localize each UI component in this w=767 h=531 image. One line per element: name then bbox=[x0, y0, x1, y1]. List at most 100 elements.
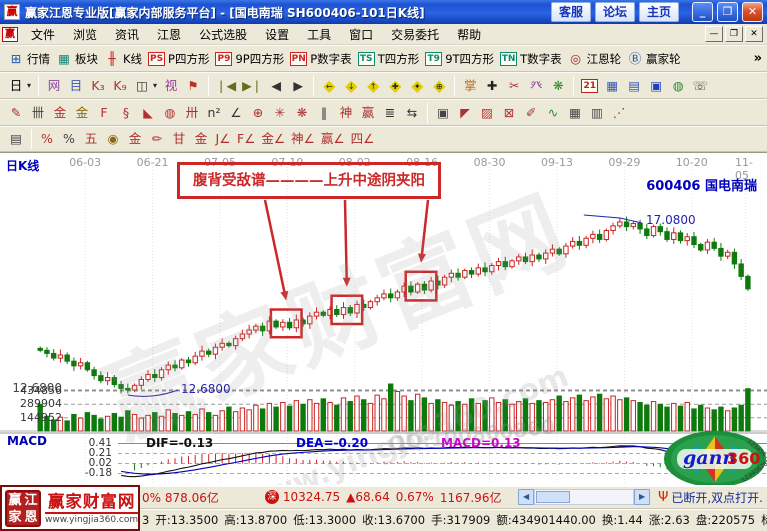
gold-angle-icon[interactable]: 金∠ bbox=[258, 129, 288, 149]
calculator-icon[interactable]: ▦ bbox=[601, 76, 623, 96]
abacus-tool-icon[interactable]: ≣ bbox=[379, 103, 401, 123]
pencil-tool-icon[interactable]: ✐ bbox=[520, 103, 542, 123]
kline[interactable]: ╫ K线 bbox=[101, 49, 145, 69]
mdi-close-button[interactable]: ✕ bbox=[745, 26, 763, 42]
diamond-left-icon[interactable]: ◆ ← bbox=[318, 76, 340, 96]
menu-item-5[interactable]: 设置 bbox=[265, 27, 290, 42]
toolbar-overflow-chevron[interactable]: » bbox=[753, 51, 762, 66]
titlebar-button-kefu[interactable]: 客服 bbox=[550, 2, 591, 22]
legend-panel-icon[interactable]: ▤ bbox=[5, 129, 27, 149]
f-angle-icon[interactable]: F∠ bbox=[234, 129, 258, 149]
site-url[interactable]: www.yingjia360.com bbox=[45, 511, 139, 525]
tick-marks-icon[interactable]: ‖ bbox=[313, 103, 335, 123]
first-icon[interactable]: ❘◀ bbox=[213, 76, 239, 96]
span-arrows-icon[interactable]: ⇆ bbox=[401, 103, 423, 123]
wave-tool-icon[interactable]: ∿ bbox=[542, 103, 564, 123]
9t-square[interactable]: T9 9T四方形 bbox=[422, 49, 497, 69]
scrollbar-track[interactable] bbox=[534, 489, 635, 505]
star-tool-icon[interactable]: ✳ bbox=[269, 103, 291, 123]
angle-tool-icon[interactable]: ∠ bbox=[225, 103, 247, 123]
titlebar-button-zhuye[interactable]: 主页 bbox=[638, 2, 679, 22]
dart-tool-icon[interactable]: ◣ bbox=[137, 103, 159, 123]
spiral-tool-icon[interactable]: § bbox=[115, 103, 137, 123]
n2-tool-icon[interactable]: n² bbox=[203, 103, 225, 123]
shen-angle-icon[interactable]: 神∠ bbox=[288, 129, 318, 149]
leaf-tool-icon[interactable]: ❋ bbox=[547, 76, 569, 96]
web-grid-icon[interactable]: ❋ bbox=[291, 103, 313, 123]
info-doc-icon[interactable]: 目 bbox=[65, 76, 87, 96]
horizontal-scrollbar[interactable]: ◀ ▶ bbox=[518, 489, 651, 505]
comb-grid-icon[interactable]: 卌 bbox=[27, 103, 49, 123]
si-angle-icon[interactable]: 四∠ bbox=[348, 129, 378, 149]
period-day-dropdown[interactable]: 日 ▾ bbox=[5, 76, 34, 96]
diamond-up-icon[interactable]: ◆ ↑ bbox=[362, 76, 384, 96]
menu-item-4[interactable]: 公式选股 bbox=[199, 27, 248, 42]
save-icon[interactable]: ▣ bbox=[645, 76, 667, 96]
hatch-box-icon[interactable]: ▨ bbox=[476, 103, 498, 123]
candle-pen-icon[interactable]: ✏ bbox=[146, 129, 168, 149]
flag-icon[interactable]: ⚑ bbox=[182, 76, 204, 96]
t-square[interactable]: TS T四方形 bbox=[355, 49, 423, 69]
candle-style-icon[interactable]: ◫ ▾ bbox=[131, 76, 160, 96]
next-icon[interactable]: ▶ bbox=[287, 76, 309, 96]
diamond-star-icon[interactable]: ◆ ✦ bbox=[406, 76, 428, 96]
site-logo-box[interactable]: 赢江 家恩 赢家财富网 www.yingjia360.com bbox=[0, 485, 140, 531]
gold-coin-icon[interactable]: ◉ bbox=[102, 129, 124, 149]
p-table[interactable]: PN P数字表 bbox=[287, 49, 354, 69]
menu-item-8[interactable]: 交易委托 bbox=[391, 27, 440, 42]
menu-item-2[interactable]: 资讯 bbox=[115, 27, 140, 42]
net-box-icon[interactable]: ⊠ bbox=[498, 103, 520, 123]
mdi-minimize-button[interactable]: — bbox=[705, 26, 723, 42]
gold-line-icon[interactable]: 金 bbox=[124, 129, 146, 149]
crosshair-tool-icon[interactable]: ✚ bbox=[481, 76, 503, 96]
percent-icon[interactable]: % bbox=[58, 129, 80, 149]
measure-tool-icon[interactable]: 癶 bbox=[525, 76, 547, 96]
brush-tool-icon[interactable]: ✎ bbox=[5, 103, 27, 123]
maximize-button[interactable]: ❐ bbox=[717, 2, 738, 22]
menu-item-9[interactable]: 帮助 bbox=[457, 27, 482, 42]
ying-tool-icon[interactable]: 赢 bbox=[357, 103, 379, 123]
scrollbar-thumb[interactable] bbox=[536, 491, 571, 503]
menu-item-7[interactable]: 窗口 bbox=[349, 27, 374, 42]
scissors-tool-icon[interactable]: ✂ bbox=[503, 76, 525, 96]
last-icon[interactable]: ▶❘ bbox=[239, 76, 265, 96]
ruler-comb-icon[interactable]: 卅 bbox=[181, 103, 203, 123]
diamond-target-icon[interactable]: ◆ ⊕ bbox=[428, 76, 450, 96]
menu-item-1[interactable]: 浏览 bbox=[73, 27, 98, 42]
hand-tool-icon[interactable]: 掌 bbox=[459, 76, 481, 96]
gold-gate2-icon[interactable]: 金 bbox=[71, 103, 93, 123]
scroll-left-button[interactable]: ◀ bbox=[518, 489, 535, 505]
ying-angle-icon[interactable]: 赢∠ bbox=[318, 129, 348, 149]
shen-tool-icon[interactable]: 神 bbox=[335, 103, 357, 123]
k3-chart-icon[interactable]: K₃ bbox=[87, 76, 109, 96]
connection-status-link[interactable]: 已断开,双点打开. bbox=[671, 490, 763, 505]
gann-wheel[interactable]: ◎ 江恩轮 bbox=[565, 49, 625, 69]
pattern-view-icon[interactable]: 视 bbox=[160, 76, 182, 96]
frame-tool-icon[interactable]: ▣ bbox=[432, 103, 454, 123]
five-tool-icon[interactable]: 五 bbox=[80, 129, 102, 149]
menu-item-6[interactable]: 工具 bbox=[307, 27, 332, 42]
diamond-cross-icon[interactable]: ◆ ✚ bbox=[384, 76, 406, 96]
9p-square[interactable]: P9 9P四方形 bbox=[212, 49, 287, 69]
titlebar-button-luntan[interactable]: 论坛 bbox=[594, 2, 635, 22]
calendar-icon[interactable]: 21 bbox=[578, 77, 601, 95]
gan-tool-icon[interactable]: 甘 bbox=[168, 129, 190, 149]
table-a-icon[interactable]: ▦ bbox=[564, 103, 586, 123]
minimize-button[interactable]: _ bbox=[692, 2, 713, 22]
net-chart-icon[interactable]: 网 bbox=[43, 76, 65, 96]
gold-gate-icon[interactable]: 金 bbox=[49, 103, 71, 123]
prev-icon[interactable]: ◀ bbox=[265, 76, 287, 96]
slash-lines-icon[interactable]: ⋰ bbox=[608, 103, 630, 123]
sectors[interactable]: ▦ 板块 bbox=[53, 49, 101, 69]
t-table[interactable]: TN T数字表 bbox=[497, 49, 565, 69]
web-icon[interactable]: ◍ bbox=[667, 76, 689, 96]
kline-chart-area[interactable]: 06-03 06-21 07-05 07-19 08-02 08-16 08-30 09-13… bbox=[0, 152, 767, 485]
notebook-icon[interactable]: ▤ bbox=[623, 76, 645, 96]
gold-angle-base-icon[interactable]: 金 bbox=[190, 129, 212, 149]
phone-icon[interactable]: ☏ bbox=[689, 76, 711, 96]
fan-lines-icon[interactable]: ◤ bbox=[454, 103, 476, 123]
j-angle-icon[interactable]: J∠ bbox=[212, 129, 234, 149]
table-b-icon[interactable]: ▥ bbox=[586, 103, 608, 123]
winner-wheel[interactable]: Ⓑ 赢家轮 bbox=[624, 49, 684, 69]
fire-percent-icon[interactable]: % bbox=[36, 129, 58, 149]
